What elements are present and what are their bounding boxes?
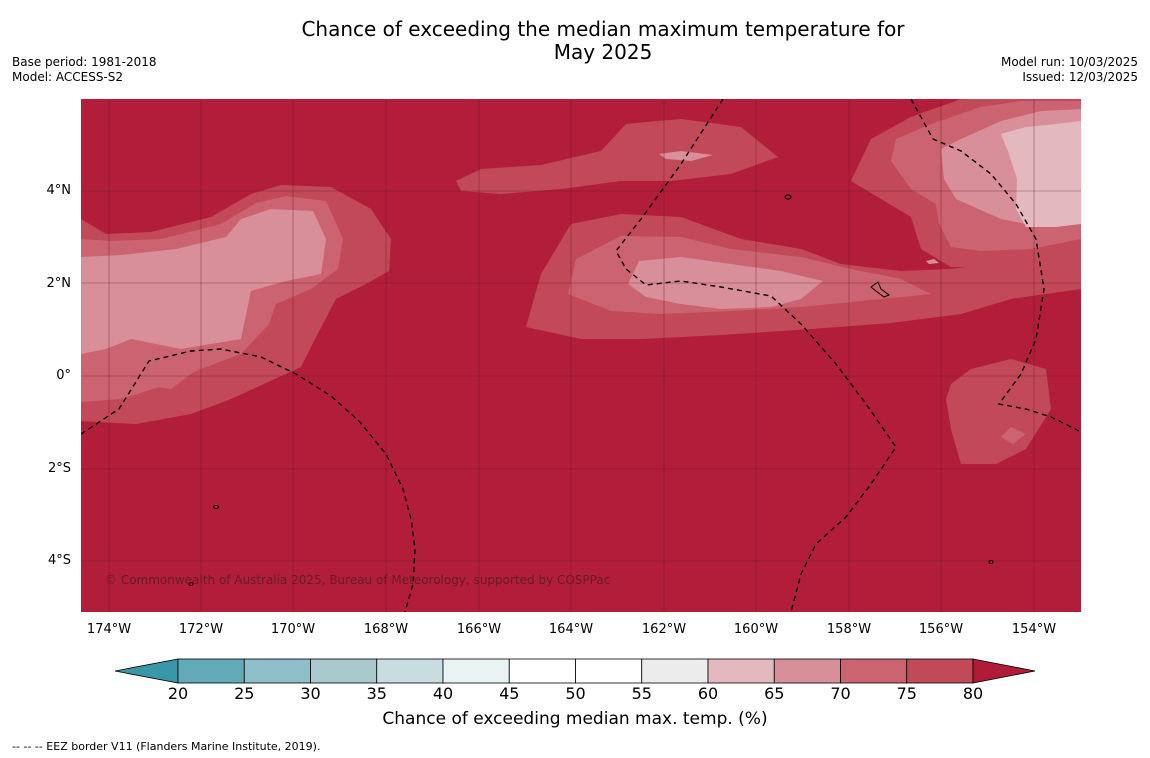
colorbar-cell bbox=[177, 658, 245, 684]
ne-region-60 bbox=[1001, 121, 1081, 227]
lon-label-160w: 160°W bbox=[733, 622, 779, 637]
colorbar-cell bbox=[575, 658, 643, 684]
colorbar-tick-label: 60 bbox=[697, 684, 719, 703]
lat-label-4s: 4°S bbox=[47, 553, 71, 568]
colorbar-tick-label: 65 bbox=[764, 684, 785, 703]
lat-label-0: 0° bbox=[56, 368, 71, 383]
se-region-75 bbox=[946, 359, 1051, 464]
ne-region-65-spot bbox=[926, 259, 939, 264]
lon-label-174w: 174°W bbox=[86, 622, 132, 637]
page-title: Chance of exceeding the median maximum t… bbox=[0, 18, 1150, 64]
model-run: Model run: 10/03/2025 bbox=[1000, 55, 1138, 69]
colorbar-cell bbox=[376, 658, 444, 684]
lon-label-164w: 164°W bbox=[548, 622, 594, 637]
colorbar-tick-label: 80 bbox=[962, 684, 984, 703]
se-region-70 bbox=[1001, 427, 1026, 444]
colorbar-tick-label: 40 bbox=[432, 684, 454, 703]
colorbar-high-arrow bbox=[972, 658, 1036, 684]
colorbar-low-arrow bbox=[115, 658, 179, 684]
lon-label-154w: 154°W bbox=[1011, 622, 1057, 637]
colorbar-cell bbox=[773, 658, 841, 684]
lon-label-156w: 156°W bbox=[918, 622, 964, 637]
colorbar bbox=[115, 658, 1036, 684]
colorbar-cell bbox=[442, 658, 510, 684]
title-line-1: Chance of exceeding the median maximum t… bbox=[301, 17, 905, 41]
map-copyright: © Commonwealth of Australia 2025, Bureau… bbox=[105, 573, 611, 587]
graticule bbox=[81, 99, 1081, 612]
issued-date: Issued: 12/03/2025 bbox=[1022, 70, 1138, 84]
lon-label-166w: 166°W bbox=[456, 622, 502, 637]
colorbar-cell bbox=[243, 658, 311, 684]
lon-label-170w: 170°W bbox=[270, 622, 316, 637]
colorbar-tick-label: 35 bbox=[366, 684, 387, 703]
colorbar-cell bbox=[707, 658, 775, 684]
map-panel bbox=[81, 99, 1081, 612]
lat-label-2n: 2°N bbox=[46, 276, 72, 291]
colorbar-cell bbox=[310, 658, 378, 684]
colorbar-cell bbox=[840, 658, 908, 684]
lon-label-162w: 162°W bbox=[641, 622, 687, 637]
west-region-65 bbox=[81, 209, 326, 354]
lon-label-158w: 158°W bbox=[826, 622, 872, 637]
model-name: Model: ACCESS-S2 bbox=[12, 70, 124, 84]
colorbar-tick-label: 55 bbox=[631, 684, 652, 703]
eez-borders bbox=[81, 99, 1080, 612]
lon-label-172w: 172°W bbox=[178, 622, 224, 637]
lon-label-168w: 168°W bbox=[363, 622, 409, 637]
colorbar-tick-label: 50 bbox=[565, 684, 586, 703]
west-region-70-south bbox=[136, 364, 201, 389]
meta-left: Base period: 1981-2018 Model: ACCESS-S2 bbox=[12, 55, 157, 85]
colorbar-cell bbox=[906, 658, 974, 684]
lat-label-4n: 4°N bbox=[46, 183, 72, 198]
colorbar-tick-label: 30 bbox=[300, 684, 321, 703]
meta-right: Model run: 10/03/2025 Issued: 12/03/2025 bbox=[1001, 55, 1138, 85]
title-line-2: May 2025 bbox=[553, 40, 653, 64]
lat-label-2s: 2°S bbox=[47, 461, 71, 476]
colorbar-cell bbox=[508, 658, 576, 684]
colorbar-cell bbox=[641, 658, 709, 684]
colorbar-tick-label: 45 bbox=[499, 684, 520, 703]
map-svg bbox=[81, 99, 1081, 612]
base-period: Base period: 1981-2018 bbox=[12, 55, 157, 69]
colorbar-label: Chance of exceeding median max. temp. (%… bbox=[382, 709, 768, 729]
colorbar-tick-label: 25 bbox=[234, 684, 255, 703]
eez-footnote: -- -- -- EEZ border V11 (Flanders Marine… bbox=[12, 740, 321, 753]
colorbar-tick-label: 75 bbox=[896, 684, 917, 703]
colorbar-tick-label: 20 bbox=[167, 684, 189, 703]
islands bbox=[188, 194, 994, 586]
colorbar-tick-label: 70 bbox=[830, 684, 851, 703]
